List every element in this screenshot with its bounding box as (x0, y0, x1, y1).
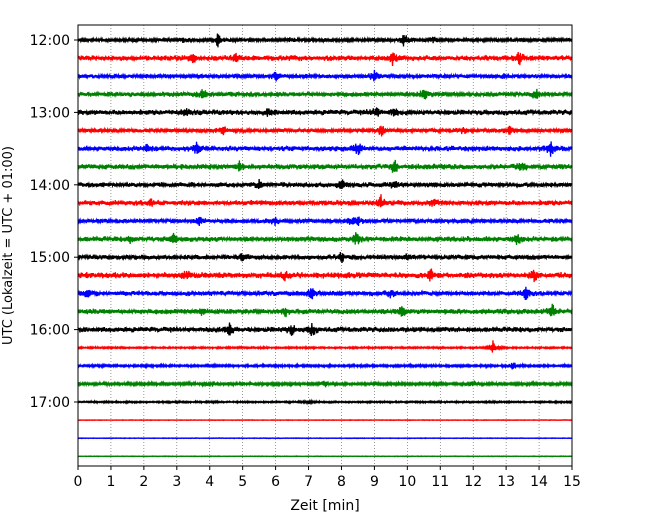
x-tick-label: 12 (464, 474, 482, 490)
trace-line (77, 455, 573, 458)
x-tick-label: 2 (139, 474, 148, 490)
y-tick-label: 12:00 (30, 33, 70, 49)
trace-line (77, 194, 573, 208)
trace-line (77, 141, 573, 157)
x-tick-label: 7 (304, 474, 313, 490)
x-tick-label: 14 (530, 474, 548, 490)
x-tick-label: 0 (74, 474, 83, 490)
x-tick-label: 9 (370, 474, 379, 490)
trace-line (77, 107, 573, 117)
trace-line (77, 286, 573, 300)
x-tick-label: 13 (497, 474, 515, 490)
x-tick-label: 8 (337, 474, 346, 490)
x-tick-label: 5 (238, 474, 247, 490)
y-tick-label: 17:00 (30, 395, 70, 411)
trace-line (77, 268, 573, 283)
trace-line (77, 322, 573, 337)
trace-line (77, 340, 573, 353)
trace-line (77, 303, 573, 318)
trace-line (77, 52, 573, 67)
x-tick-label: 15 (563, 474, 581, 490)
trace-line (77, 69, 573, 82)
x-tick-label: 6 (271, 474, 280, 490)
trace-line (77, 232, 573, 245)
trace-group (77, 33, 573, 458)
trace-line (77, 437, 573, 440)
x-axis-label: Zeit [min] (290, 498, 359, 514)
trace-line (77, 418, 573, 422)
trace-line (77, 178, 573, 190)
plot-frame (77, 24, 573, 467)
x-tick-label: 1 (106, 474, 115, 490)
y-tick-label: 15:00 (30, 250, 70, 266)
x-axis: 0 1 2 3 4 5 6 7 8 9 10 11 12 13 14 15 (74, 466, 581, 490)
x-tick-label: 4 (205, 474, 214, 490)
y-tick-label: 13:00 (30, 105, 70, 121)
x-tick-label: 10 (398, 474, 416, 490)
x-tick-label: 11 (431, 474, 449, 490)
x-tick-label: 3 (172, 474, 181, 490)
trace-line (77, 398, 573, 406)
x-grid (110, 25, 540, 466)
trace-line (77, 216, 573, 227)
trace-line (77, 379, 573, 389)
trace-line (77, 125, 573, 137)
trace-line (77, 33, 573, 48)
y-axis-label: UTC (Lokalzeit = UTC + 01:00) (1, 146, 16, 345)
y-tick-label: 14:00 (30, 178, 70, 194)
trace-line (77, 88, 573, 100)
y-axis: 12:00 13:00 14:00 15:00 16:00 17:00 (30, 33, 78, 411)
trace-line (77, 252, 573, 264)
y-tick-label: 16:00 (30, 323, 70, 339)
trace-line (77, 362, 573, 370)
trace-line (77, 159, 573, 173)
